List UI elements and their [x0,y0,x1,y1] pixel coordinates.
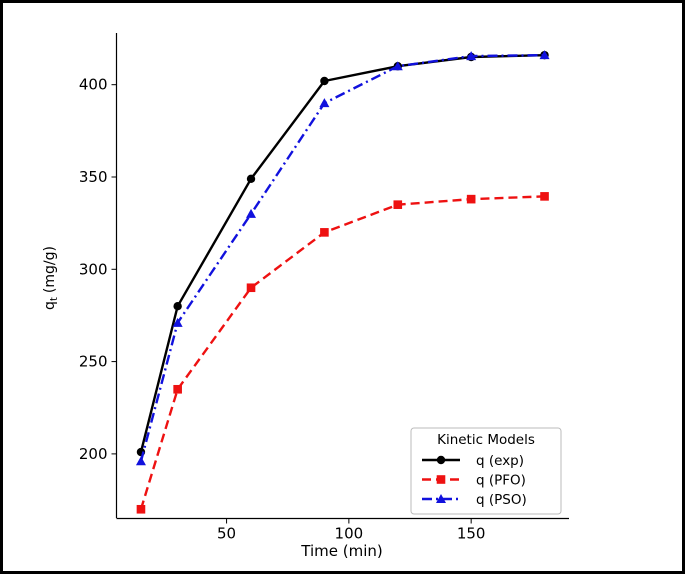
data-point-triangle [466,51,477,61]
legend-title: Kinetic Models [437,432,535,448]
y-axis-label-main: q [42,301,58,310]
data-point-square [540,192,549,201]
legend-item: q (PSO) [422,492,527,508]
data-point-circle [436,455,446,465]
data-point-triangle [319,98,330,108]
data-point-square [436,475,446,484]
legend-label: q (exp) [476,453,524,469]
y-axis-label-sub: t [49,297,60,301]
data-point-circle [246,174,256,184]
data-point-square [246,283,256,293]
x-tick-label: 150 [457,525,486,543]
x-tick-label: 50 [217,525,236,543]
y-tick-label: 350 [79,168,108,186]
legend-label: q (PFO) [476,473,526,489]
y-tick-label: 200 [79,445,108,463]
y-axis-label-unit: (mg/g) [42,246,58,293]
data-point-square [173,384,182,394]
data-point-square [393,200,403,209]
data-point-circle [173,302,182,311]
series-line [139,53,545,453]
data-point-triangle [135,456,146,466]
legend-item: q (exp) [422,453,524,469]
x-axis-label: Time (min) [300,542,382,560]
data-point-square [466,194,476,204]
legend-item: q (PFO) [422,473,526,489]
data-point-triangle [436,494,446,503]
series-2 [135,50,550,466]
data-point-triangle [539,50,550,60]
data-point-square [136,504,146,514]
x-tick-label: 100 [335,525,364,543]
data-point-square [320,228,329,237]
data-point-triangle [172,317,183,327]
data-point-triangle [246,208,257,218]
legend-box [410,427,562,515]
y-axis-label: qt (mg/g) [42,246,60,310]
data-point-circle [320,76,329,86]
axes [115,33,569,520]
legend-label: q (PSO) [476,492,527,508]
series-1 [136,192,549,514]
svg-text:qt(mg/g): qt (mg/g) [42,246,60,310]
y-tick-label: 300 [79,260,108,278]
data-point-triangle [392,61,403,71]
y-tick-label: 400 [79,76,108,94]
ticks: 50 100 150 200 250 300 350 400 [79,76,486,543]
y-tick-label: 250 [79,353,108,371]
legend: Kinetic Models q (exp) q (PFO) q (PSO) [410,427,562,515]
series-layer [135,50,550,514]
series-0 [136,50,549,457]
legend-items: q (exp) q (PFO) q (PSO) [422,453,527,508]
series-line [139,53,545,462]
